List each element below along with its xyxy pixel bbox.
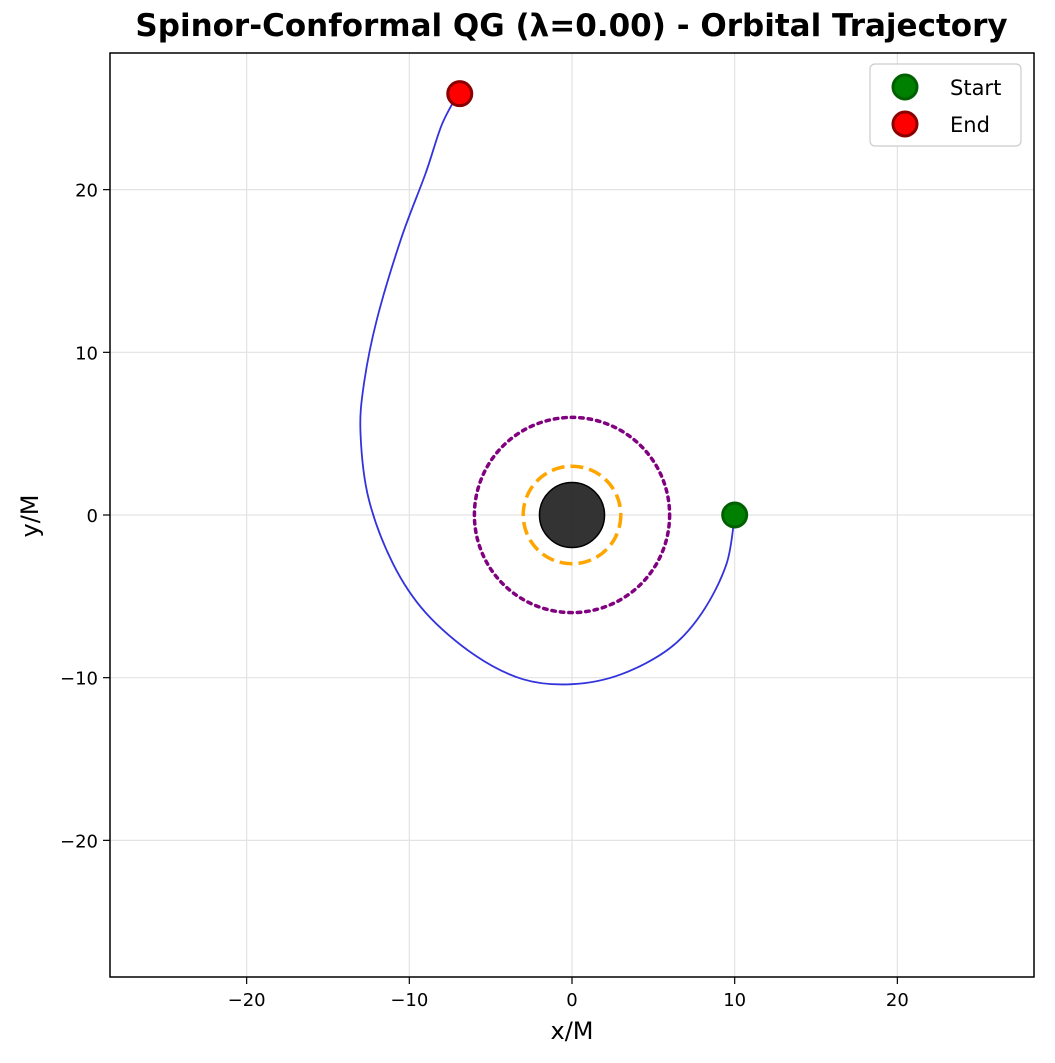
isco-circle [472,415,672,615]
x-tick-label: 20 [886,990,909,1011]
black-hole [538,481,606,549]
legend-start-label: Start [950,76,1001,100]
x-axis-label: x/M [550,1017,594,1045]
trajectory-line [359,93,736,686]
y-tick-label: 10 [75,343,98,364]
photon-sphere-circle [521,464,623,566]
data-layer [359,80,749,686]
y-tick-label: 0 [87,506,98,527]
end-marker [446,80,474,108]
y-tick-label: −10 [60,669,98,690]
x-tick-label: 10 [723,990,746,1011]
y-tick-label: 20 [75,181,98,202]
start-marker [721,501,749,529]
axes: −20 −10 0 10 20 −20 −10 0 10 20 [60,52,1035,1011]
x-tick-label: −20 [228,990,266,1011]
legend: Start End [869,63,1022,147]
x-tick-label: −10 [390,990,428,1011]
legend-end-label: End [950,113,990,137]
legend-start-marker [891,73,919,101]
chart-title: Spinor-Conformal QG (λ=0.00) - Orbital T… [135,8,1008,44]
y-tick-label: −20 [60,831,98,852]
legend-end-marker [891,110,919,138]
x-tick-label: 0 [566,990,577,1011]
